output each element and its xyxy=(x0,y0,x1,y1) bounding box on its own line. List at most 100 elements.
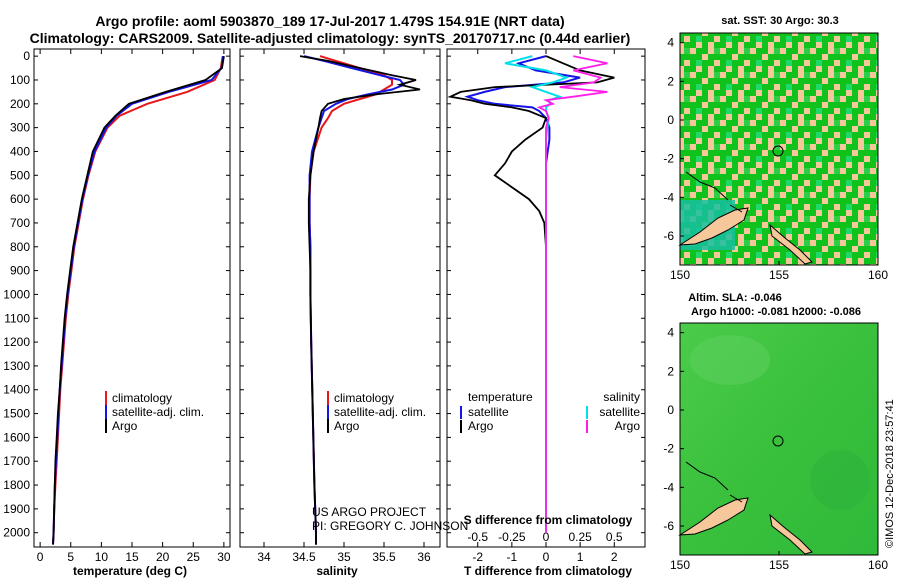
x-tick-label: 34.5 xyxy=(292,550,316,564)
sla-map-title-1: Altim. SLA: -0.046 xyxy=(688,292,782,304)
x-tick-label: 35.5 xyxy=(372,550,396,564)
x-tick-label: 0 xyxy=(37,550,44,564)
map-y-tick-label: 2 xyxy=(667,364,674,378)
legend-climatology: climatology xyxy=(334,391,394,405)
legend-climatology: climatology xyxy=(112,391,172,405)
bougainville-coast xyxy=(769,513,813,555)
pi-credit: PI: GREGORY C. JOHNSON xyxy=(312,519,468,533)
s-tick-label: 0.5 xyxy=(606,530,623,544)
argo-position-marker-sst xyxy=(772,145,784,157)
depth-tick-label: 100 xyxy=(10,73,30,87)
depth-tick-label: 1800 xyxy=(3,478,30,492)
legend-argo: Argo xyxy=(334,419,360,433)
x-tick-label: 10 xyxy=(95,550,109,564)
legend-salinity-header: salinity xyxy=(603,390,640,404)
depth-tick-label: 1300 xyxy=(3,359,30,373)
project-credit: US ARGO PROJECT xyxy=(312,505,427,519)
sla-map xyxy=(678,322,879,556)
map-y-tick-label: -2 xyxy=(663,152,674,166)
map-y-tick-label: 0 xyxy=(667,113,674,127)
new-guinea-coast xyxy=(678,497,749,536)
x-tick-label: 36 xyxy=(417,550,431,564)
series-climatology xyxy=(308,55,393,545)
salinity-xlabel: salinity xyxy=(316,564,358,578)
x-tick-label: 1 xyxy=(577,550,584,564)
map-y-tick-label: -4 xyxy=(663,480,674,494)
map-x-tick-label: 150 xyxy=(670,268,690,282)
series-satellite-adj-clim- xyxy=(303,55,406,545)
bougainville-coast xyxy=(769,223,813,265)
map-x-tick-label: 160 xyxy=(868,558,888,572)
s-tick-label: 0 xyxy=(543,530,550,544)
depth-tick-label: 500 xyxy=(10,168,30,182)
depth-tick-label: 1900 xyxy=(3,502,30,516)
series-s-satellite xyxy=(504,55,570,533)
depth-tick-label: 1200 xyxy=(3,335,30,349)
s-tick-label: -0.25 xyxy=(498,530,526,544)
map-y-tick-label: -6 xyxy=(663,519,674,533)
sla-map-axes: 150 155 160 4 2 0 -2 -4 -6 xyxy=(663,326,888,572)
salinity-axes xyxy=(239,48,441,548)
series-satellite-adj-clim- xyxy=(52,55,225,545)
sst-map-title: sat. SST: 30 Argo: 30.3 xyxy=(721,15,839,27)
map-y-tick-label: -2 xyxy=(663,442,674,456)
new-ireland-coast xyxy=(685,171,743,213)
legend-s-argo: Argo xyxy=(615,419,641,433)
depth-tick-label: 1600 xyxy=(3,430,30,444)
legend-temperature-header: temperature xyxy=(468,390,533,404)
x-tick-label: 0 xyxy=(543,550,550,564)
sla-map-title-2: Argo h1000: -0.081 h2000: -0.086 xyxy=(691,306,861,318)
depth-tick-labels: 0 100 200 300 400 500 600 700 800 900 1000 1100 1200… xyxy=(3,49,30,540)
legend-satellite: satellite-adj. clim. xyxy=(112,405,204,419)
x-tick-label: 2 xyxy=(611,550,618,564)
depth-tick-label: 800 xyxy=(10,240,30,254)
depth-tick-label: 1500 xyxy=(3,407,30,421)
depth-tick-label: 600 xyxy=(10,192,30,206)
x-tick-label: 25 xyxy=(187,550,201,564)
series-t-satellite xyxy=(464,55,581,533)
x-tick-label: 30 xyxy=(217,550,231,564)
map-y-tick-label: -4 xyxy=(663,190,674,204)
x-tick-label: 15 xyxy=(125,550,139,564)
copyright-stamp: ©IMOS 12-Dec-2018 23:57:41 xyxy=(884,399,896,548)
x-tick-label: -2 xyxy=(472,550,483,564)
depth-tick-label: 2000 xyxy=(3,526,30,540)
depth-tick-label: 200 xyxy=(10,97,30,111)
new-guinea-coast xyxy=(678,207,749,246)
sst-map xyxy=(678,32,879,266)
depth-tick-label: 400 xyxy=(10,144,30,158)
s-tick-label: -0.5 xyxy=(467,530,488,544)
temperature-legend: climatology satellite-adj. clim. Argo xyxy=(105,391,204,433)
depth-tick-label: 1100 xyxy=(4,311,30,325)
map-x-tick-label: 160 xyxy=(868,268,888,282)
series-climatology xyxy=(52,55,224,545)
series-argo xyxy=(299,55,421,545)
legend-s-satellite: satellite xyxy=(599,405,640,419)
depth-tick-label: 1400 xyxy=(3,383,30,397)
x-tick-label: -1 xyxy=(507,550,518,564)
argo-position-marker-sla xyxy=(772,435,784,447)
map-y-tick-label: -6 xyxy=(663,229,674,243)
sst-map-axes: 150 155 160 4 2 0 -2 -4 -6 xyxy=(663,36,888,282)
series-t-argo xyxy=(447,55,615,533)
salinity-legend: climatology satellite-adj. clim. Argo xyxy=(327,391,426,433)
title-line-2: Climatology: CARS2009. Satellite-adjuste… xyxy=(30,30,631,46)
map-y-tick-label: 4 xyxy=(667,326,674,340)
depth-ticks xyxy=(34,55,645,534)
map-x-tick-label: 150 xyxy=(670,558,690,572)
difference-plot: -2 -1 0 1 2 -0.5 -0.25 0 0.25 0.5 xyxy=(447,49,623,564)
depth-tick-label: 1000 xyxy=(3,287,30,301)
s-difference-xlabel: S difference from climatology xyxy=(464,513,633,527)
depth-tick-label: 900 xyxy=(10,264,30,278)
title-line-1: Argo profile: aoml 5903870_189 17-Jul-20… xyxy=(95,13,564,29)
legend-t-satellite: satellite xyxy=(468,405,509,419)
series-s-argo xyxy=(536,55,608,533)
series-argo xyxy=(52,55,225,545)
depth-tick-label: 0 xyxy=(23,49,30,63)
map-x-tick-label: 155 xyxy=(769,268,789,282)
temperature-plot: 0 5 10 15 20 25 30 xyxy=(37,49,231,564)
t-difference-xlabel: T difference from climatology xyxy=(464,564,632,578)
x-tick-label: 35 xyxy=(337,550,351,564)
map-y-tick-label: 2 xyxy=(667,74,674,88)
